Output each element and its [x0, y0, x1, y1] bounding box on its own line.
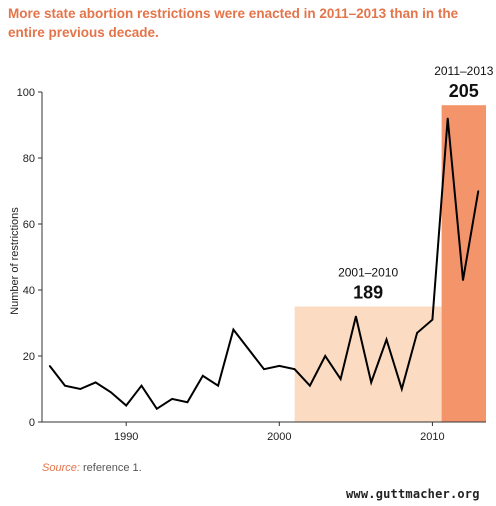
data-point-2012 [462, 279, 464, 281]
x-tick-label: 2000 [267, 431, 291, 443]
source-label: Source: [42, 462, 80, 474]
data-point-2007 [385, 338, 388, 341]
data-point-2005 [355, 315, 357, 318]
highlight-band-2001–2010 [294, 306, 442, 422]
highlight-period-label: 2001–2010 [338, 266, 398, 280]
data-point-1989 [110, 391, 112, 394]
data-point-2008 [400, 388, 403, 390]
data-point-1987 [79, 388, 82, 390]
data-point-1985 [48, 365, 51, 367]
data-point-2003 [324, 355, 327, 357]
data-point-1991 [140, 384, 143, 387]
data-point-1995 [201, 375, 204, 377]
y-tick-label: 20 [23, 351, 35, 363]
y-tick-label: 80 [23, 153, 35, 165]
y-tick-label: 100 [17, 87, 35, 99]
x-tick-label: 1990 [114, 431, 138, 443]
highlight-layer [294, 105, 486, 422]
data-point-2002 [309, 384, 311, 387]
y-tick-label: 40 [23, 285, 35, 297]
data-point-1996 [217, 384, 219, 387]
label-layer: 2001–2010 189 2011–2013 205 [338, 64, 494, 302]
axes: 0 20 40 60 80 100 1990 2000 2010 Number of restri… [9, 87, 486, 443]
data-point-1993 [171, 398, 173, 400]
data-point-1992 [156, 408, 158, 410]
source-text: reference 1. [79, 462, 142, 474]
y-tick-label: 60 [23, 219, 35, 231]
data-point-2009 [416, 332, 418, 334]
series-line-layer [48, 117, 480, 411]
data-point-1998 [247, 348, 250, 351]
highlight-period-label: 2011–2013 [434, 64, 494, 78]
data-point-1997 [232, 328, 235, 331]
data-point-1994 [186, 401, 189, 404]
data-point-1988 [94, 381, 97, 384]
highlight-total-label: 205 [449, 81, 479, 101]
source-note: Source: reference 1. [42, 462, 142, 474]
data-point-2000 [278, 365, 281, 367]
chart-title: More state abortion restrictions were en… [8, 6, 459, 40]
highlight-total-label: 189 [353, 283, 383, 303]
x-tick-label: 2010 [420, 431, 444, 443]
highlight-band-2011–2013 [441, 105, 486, 422]
website-url: www.guttmacher.org [346, 487, 480, 501]
data-point-2011 [446, 117, 449, 120]
y-axis-title: Number of restrictions [9, 207, 21, 315]
data-point-2010 [431, 318, 434, 321]
y-tick-label: 0 [29, 417, 35, 429]
data-point-1990 [125, 404, 128, 407]
data-point-1986 [64, 384, 66, 387]
data-point-2006 [370, 381, 372, 384]
data-point-2001 [293, 368, 296, 371]
data-point-2013 [477, 190, 480, 192]
data-point-2004 [339, 378, 342, 380]
data-point-1999 [263, 368, 265, 371]
